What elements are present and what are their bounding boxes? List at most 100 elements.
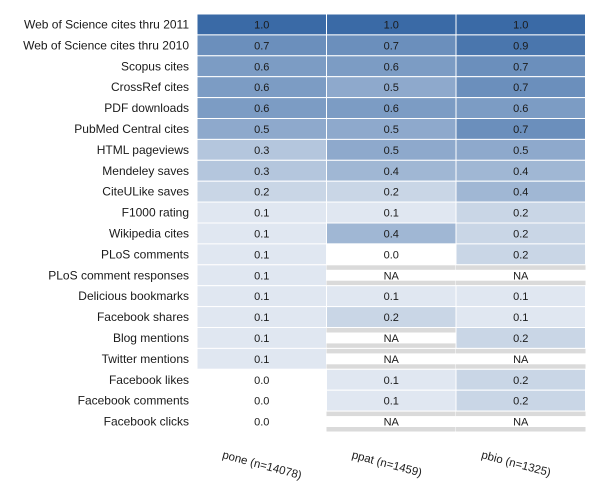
na-band-bottom — [326, 343, 456, 348]
cell-value: 1.0 — [513, 19, 528, 31]
cell-value: 0.2 — [513, 208, 528, 220]
cell-value: 0.3 — [254, 145, 269, 157]
row-labels: Web of Science cites thru 2011 Web of Sci… — [23, 17, 189, 428]
na-band-top — [326, 265, 456, 270]
na-band-bottom — [456, 364, 586, 369]
cell-value: NA — [384, 333, 400, 345]
na-band-bottom — [456, 280, 586, 286]
cell-value: 0.5 — [513, 145, 528, 157]
column-labels: pone (n=14078) ppat (n=1459) pbio (n=1325) — [221, 449, 552, 482]
cell-value: 0.7 — [384, 40, 399, 52]
row-label: Facebook likes — [109, 373, 189, 387]
cell-value: 0.6 — [513, 103, 528, 115]
row-label: Web of Science cites thru 2011 — [24, 17, 189, 31]
cell-value: 0.7 — [254, 40, 269, 52]
cell-value: 0.1 — [384, 208, 399, 220]
cell-value: 0.5 — [384, 82, 399, 94]
na-band-top — [456, 411, 586, 417]
cell-value: NA — [513, 270, 529, 282]
row-label: Mendeley saves — [102, 164, 189, 178]
row-label: Wikipedia cites — [109, 226, 189, 240]
row-label: Facebook comments — [78, 394, 189, 408]
cell-value: 0.3 — [254, 166, 269, 178]
cell-value: 0.4 — [384, 228, 399, 240]
cell-value: 0.5 — [384, 145, 399, 157]
cell-value: 0.2 — [513, 333, 528, 345]
cell-value: 1.0 — [254, 19, 269, 31]
cell-value: 0.2 — [254, 187, 269, 199]
cell-value: 0.0 — [254, 396, 269, 408]
heatmap-cell — [455, 410, 586, 433]
na-band-bottom — [326, 364, 456, 369]
row-label: Blog mentions — [113, 331, 189, 345]
cell-value: 0.1 — [384, 396, 399, 408]
row-label: PLoS comment responses — [48, 268, 189, 282]
na-band-top — [326, 348, 456, 354]
cell-value: 0.1 — [384, 291, 399, 303]
row-label: F1000 rating — [122, 206, 189, 220]
cell-value: 0.9 — [513, 40, 528, 52]
row-label: Scopus cites — [121, 59, 189, 73]
cell-value: 0.6 — [384, 103, 399, 115]
cell-value: 0.2 — [384, 312, 399, 324]
cell-value: 0.6 — [384, 61, 399, 73]
cell-value: 0.1 — [254, 333, 269, 345]
cell-value: NA — [384, 417, 400, 429]
cell-value: 0.7 — [513, 61, 528, 73]
cell-value: 0.2 — [384, 187, 399, 199]
cell-value: 0.0 — [384, 249, 399, 261]
cell-value: 0.1 — [254, 312, 269, 324]
row-label: Facebook clicks — [104, 415, 189, 429]
cell-value: 0.1 — [254, 228, 269, 240]
row-label: Facebook shares — [97, 310, 189, 324]
cell-value: 0.1 — [254, 249, 269, 261]
na-band-top — [326, 328, 456, 333]
cell-value: 0.0 — [254, 417, 269, 429]
cell-value: 1.0 — [384, 19, 399, 31]
cell-value: 0.0 — [254, 375, 269, 387]
row-label: Delicious bookmarks — [78, 289, 189, 303]
cell-value: 0.5 — [384, 124, 399, 136]
row-label: Twitter mentions — [102, 352, 189, 366]
cell-value: 0.6 — [254, 61, 269, 73]
row-label: HTML pageviews — [97, 143, 189, 157]
cell-value: 0.1 — [384, 375, 399, 387]
cell-value: NA — [513, 417, 529, 429]
cell-value: 0.4 — [513, 187, 528, 199]
cell-value: 0.4 — [513, 166, 528, 178]
cell-value: 0.5 — [254, 124, 269, 136]
cell-value: 0.1 — [513, 291, 528, 303]
cell-value: NA — [384, 270, 400, 282]
row-label: CiteULike saves — [102, 185, 189, 199]
cell-value: NA — [384, 354, 400, 366]
cell-value: 0.6 — [254, 103, 269, 115]
cell-value: 0.2 — [513, 396, 528, 408]
cell-value: 0.6 — [254, 82, 269, 94]
column-label: pbio (n=1325) — [480, 449, 552, 479]
cell-value: 0.1 — [254, 354, 269, 366]
na-band-top — [456, 265, 586, 270]
column-label: ppat (n=1459) — [350, 449, 423, 479]
cell-value: 0.7 — [513, 124, 528, 136]
row-label: PLoS comments — [101, 247, 189, 261]
cell-value: 0.2 — [513, 228, 528, 240]
row-label: CrossRef cites — [111, 80, 189, 94]
cell-value: 0.1 — [254, 270, 269, 282]
cell-value: 0.7 — [513, 82, 528, 94]
cell-value: 0.2 — [513, 375, 528, 387]
na-band-bottom — [326, 280, 456, 286]
row-label: PubMed Central cites — [74, 122, 189, 136]
na-band-bottom — [456, 427, 586, 432]
cell-value: 0.2 — [513, 249, 528, 261]
row-label: PDF downloads — [104, 101, 189, 115]
cell-value: NA — [513, 354, 529, 366]
heatmap-cells: 1.0 1.0 1.0 0.7 0.7 0.9 0.6 0.6 0.7 0.6 0.5 0.7 0.6 0… — [196, 13, 586, 433]
cell-value: 0.4 — [384, 166, 399, 178]
na-band-top — [456, 348, 586, 354]
row-label: Web of Science cites thru 2010 — [23, 38, 189, 52]
cell-value: 0.1 — [254, 208, 269, 220]
na-band-bottom — [326, 427, 456, 432]
cell-value: 0.1 — [254, 291, 269, 303]
cell-value: 0.1 — [513, 312, 528, 324]
